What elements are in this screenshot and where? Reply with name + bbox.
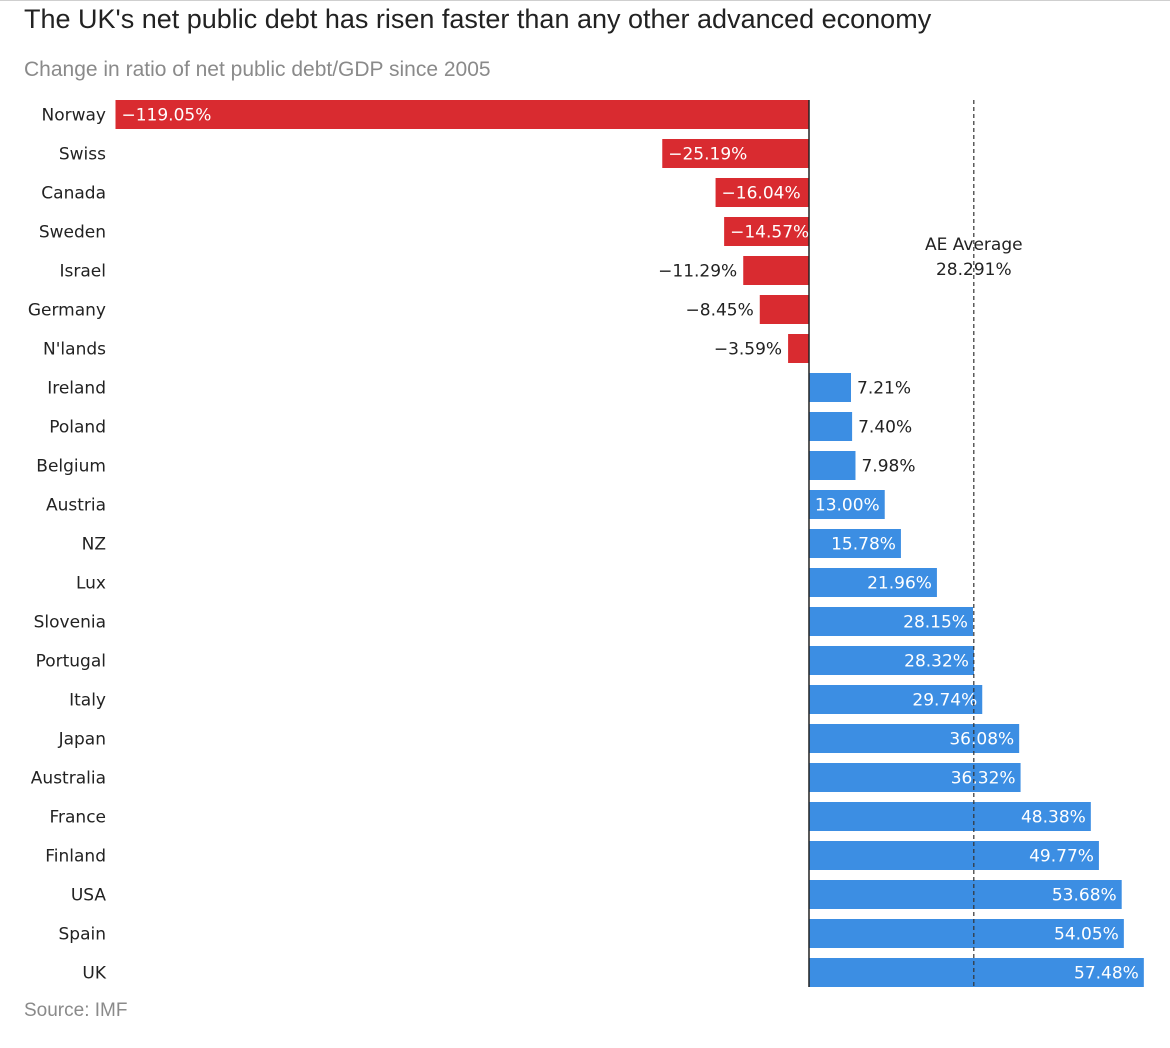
value-label: 57.48%: [1074, 964, 1139, 984]
bar-16: [809, 724, 1020, 753]
category-label: UK: [82, 964, 106, 984]
category-label: Spain: [59, 925, 107, 945]
value-label: −16.04%: [722, 184, 801, 204]
value-label: 49.77%: [1029, 847, 1094, 867]
value-label: −14.57%: [730, 223, 809, 243]
category-label: Finland: [45, 847, 106, 867]
category-label: USA: [71, 886, 107, 906]
bar-11: [809, 529, 901, 558]
category-label: Ireland: [47, 379, 106, 399]
category-label: Germany: [28, 301, 106, 321]
category-label: N'lands: [43, 340, 106, 360]
bar-13: [809, 607, 973, 636]
category-label: Lux: [76, 574, 106, 594]
value-label: 53.68%: [1052, 886, 1117, 906]
value-label: 29.74%: [912, 691, 977, 711]
value-label: −8.45%: [686, 301, 754, 321]
bar-21: [809, 919, 1124, 948]
bar-20: [809, 880, 1122, 909]
bars-layer: Norway −119.05% Swiss −25.19% Canada −16.04% S…: [28, 100, 1144, 987]
bar-15: [809, 685, 983, 714]
value-label: −25.19%: [668, 145, 747, 165]
value-label: 13.00%: [815, 496, 880, 516]
category-label: Sweden: [39, 223, 106, 243]
chart-title: The UK's net public debt has risen faste…: [24, 4, 932, 34]
bar-22: [809, 958, 1144, 987]
value-label: −119.05%: [121, 106, 211, 126]
ae-average-value: 28.291%: [936, 260, 1012, 280]
top-rule: [0, 0, 1170, 1]
bar-8: [809, 412, 853, 441]
value-label: 28.32%: [904, 652, 969, 672]
bar-4: [743, 256, 809, 285]
category-label: Canada: [41, 184, 106, 204]
category-label: Belgium: [36, 457, 106, 477]
category-label: Poland: [49, 418, 106, 438]
ae-average-label: AE Average: [925, 235, 1023, 255]
value-label: 15.78%: [831, 535, 896, 555]
bar-17: [809, 763, 1021, 792]
bar-12: [809, 568, 937, 597]
bar-9: [809, 451, 856, 480]
category-label: Portugal: [36, 652, 106, 672]
category-label: Slovenia: [34, 613, 106, 633]
chart-subtitle: Change in ratio of net public debt/GDP s…: [24, 58, 491, 81]
bar-10: [809, 490, 885, 519]
bar-14: [809, 646, 974, 675]
bar-1: [662, 139, 809, 168]
value-label: 48.38%: [1021, 808, 1086, 828]
category-label: Swiss: [59, 145, 106, 165]
value-label: −3.59%: [714, 340, 782, 360]
category-label: Israel: [60, 262, 106, 282]
value-label: 7.21%: [857, 379, 911, 399]
bar-6: [788, 334, 809, 363]
value-label: 21.96%: [867, 574, 932, 594]
source-note: Source: IMF: [24, 1000, 128, 1021]
bar-18: [809, 802, 1091, 831]
bar-3: [724, 217, 809, 246]
category-label: France: [49, 808, 106, 828]
category-label: Australia: [31, 769, 106, 789]
bar-5: [759, 295, 809, 324]
category-label: Norway: [42, 106, 107, 126]
value-label: 28.15%: [903, 613, 968, 633]
category-label: Japan: [58, 730, 106, 750]
value-label: 36.32%: [951, 769, 1016, 789]
bar-2: [715, 178, 809, 207]
bar-0: [115, 100, 809, 129]
value-label: 7.40%: [858, 418, 912, 438]
value-label: 36.08%: [949, 730, 1014, 750]
category-label: NZ: [82, 535, 106, 555]
value-label: 54.05%: [1054, 925, 1119, 945]
bar-19: [809, 841, 1099, 870]
category-label: Italy: [69, 691, 106, 711]
value-label: 7.98%: [861, 457, 915, 477]
category-label: Austria: [46, 496, 106, 516]
value-label: −11.29%: [658, 262, 737, 282]
bar-7: [809, 373, 852, 402]
reference-layer: AE Average 28.291%: [925, 100, 1023, 987]
